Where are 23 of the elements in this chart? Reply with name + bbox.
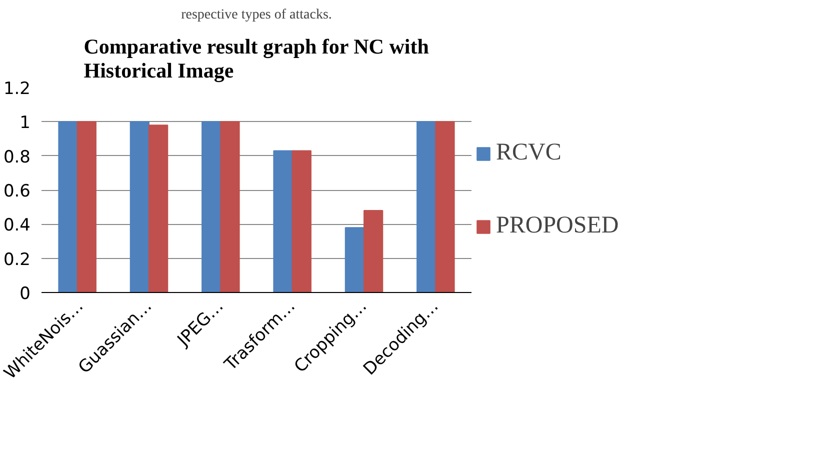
y-tick-label: 1.2: [3, 79, 31, 99]
bar: [435, 121, 455, 292]
text: respective types of attacks.: [181, 8, 332, 22]
y-tick-label: 0.2: [3, 250, 31, 270]
bar: [130, 121, 150, 292]
chart-title: Comparative result graph for NC with Historical Image: [84, 34, 430, 82]
y-tick-label: 0.4: [3, 216, 31, 236]
bar: [58, 121, 78, 292]
bar: [364, 210, 384, 292]
bar: [344, 227, 364, 292]
bar: [202, 121, 222, 292]
y-tick-label: 0.8: [3, 147, 31, 168]
bar: [76, 121, 96, 292]
bar: [148, 124, 168, 292]
bar: [273, 150, 293, 292]
legend-label: PROPOSED: [496, 212, 619, 240]
bar: [292, 150, 312, 292]
bar: [416, 121, 436, 292]
bar: [220, 121, 240, 292]
legend-label: RCVC: [496, 138, 562, 168]
y-tick-label: 0: [20, 284, 31, 304]
y-tick-label: 0.6: [3, 182, 31, 202]
y-tick-label: 1: [20, 113, 31, 134]
